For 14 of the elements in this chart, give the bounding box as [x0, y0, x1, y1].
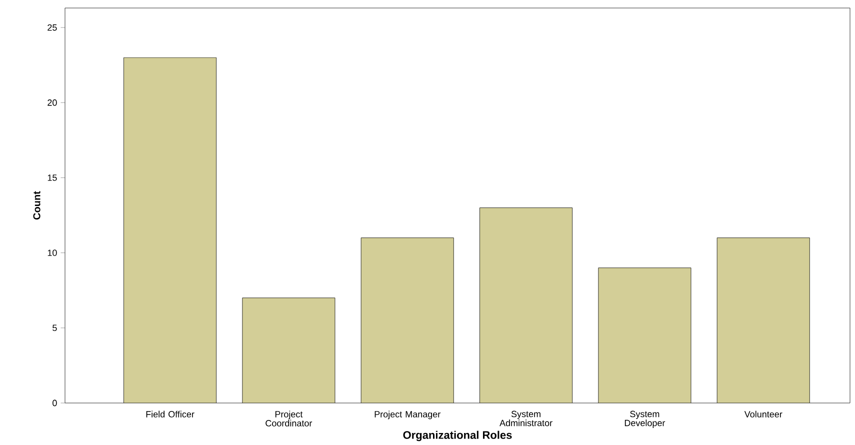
x-tick-label: Volunteer	[744, 410, 782, 418]
y-tick-label: 20	[48, 99, 57, 106]
x-tick-label: Project Manager	[374, 410, 440, 420]
x-tick-label: System Developer	[624, 410, 666, 428]
x-tick-label: Field Officer	[146, 410, 194, 418]
x-tick-label: System Administrator	[500, 410, 552, 426]
x-axis-title: Organizational Roles	[403, 430, 512, 442]
x-tick-label: Project Coordinator	[266, 410, 312, 426]
y-tick-label: 10	[48, 250, 57, 256]
y-axis-title: Count	[33, 191, 40, 220]
y-tick-label: 25	[48, 24, 57, 31]
y-tick-label: 5	[52, 324, 57, 332]
y-tick-label: 0	[52, 400, 57, 406]
y-tick-label: 15	[48, 174, 57, 181]
